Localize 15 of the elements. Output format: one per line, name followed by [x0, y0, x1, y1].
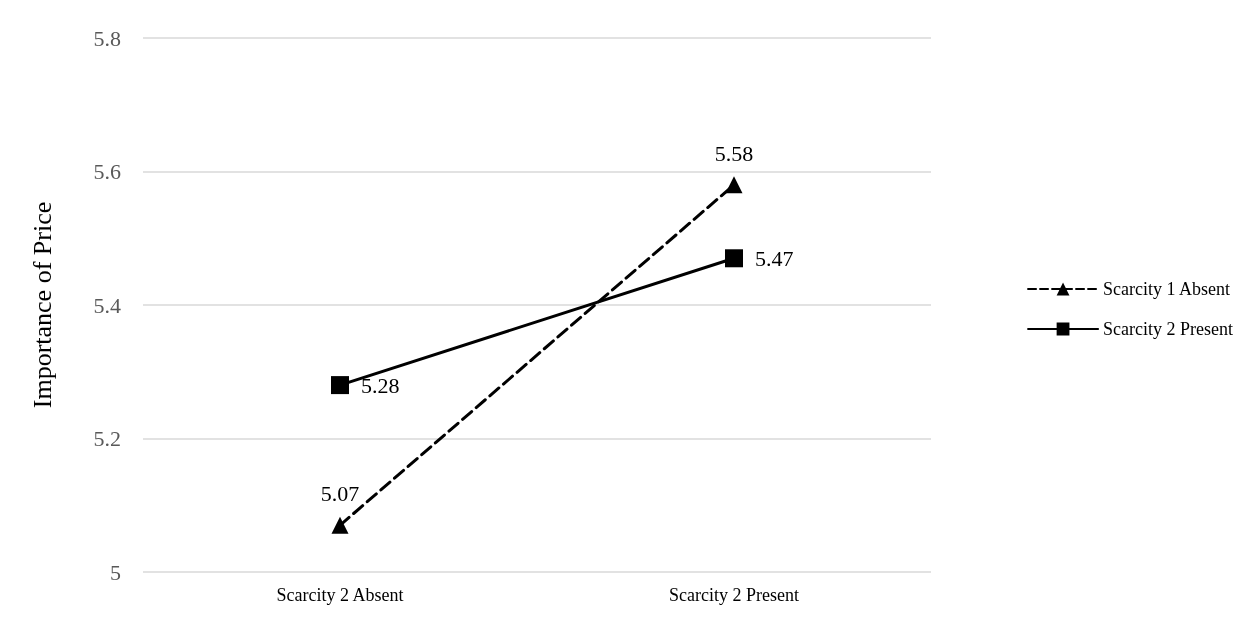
- y-tick-label: 5.6: [93, 159, 121, 184]
- y-tick-label: 5: [110, 559, 121, 585]
- legend-label: Scarcity 2 Present: [1103, 319, 1233, 339]
- y-tick-label: 5.2: [93, 426, 121, 451]
- point: [331, 376, 349, 395]
- data-label: 5.07: [320, 481, 360, 507]
- x-tick-label: Scarcity 2 Absent: [276, 585, 404, 605]
- y-tick-label: 5.8: [93, 25, 121, 51]
- y-tick-label: 5.4: [93, 292, 121, 318]
- data-label: 5.28: [361, 372, 400, 398]
- data-label: 5.58: [714, 140, 754, 166]
- data-label: 5.47: [755, 245, 794, 271]
- point: [725, 249, 743, 268]
- y-axis-title: Importance of Price: [27, 201, 57, 409]
- legend-label: Scarcity 1 Absent: [1103, 279, 1231, 299]
